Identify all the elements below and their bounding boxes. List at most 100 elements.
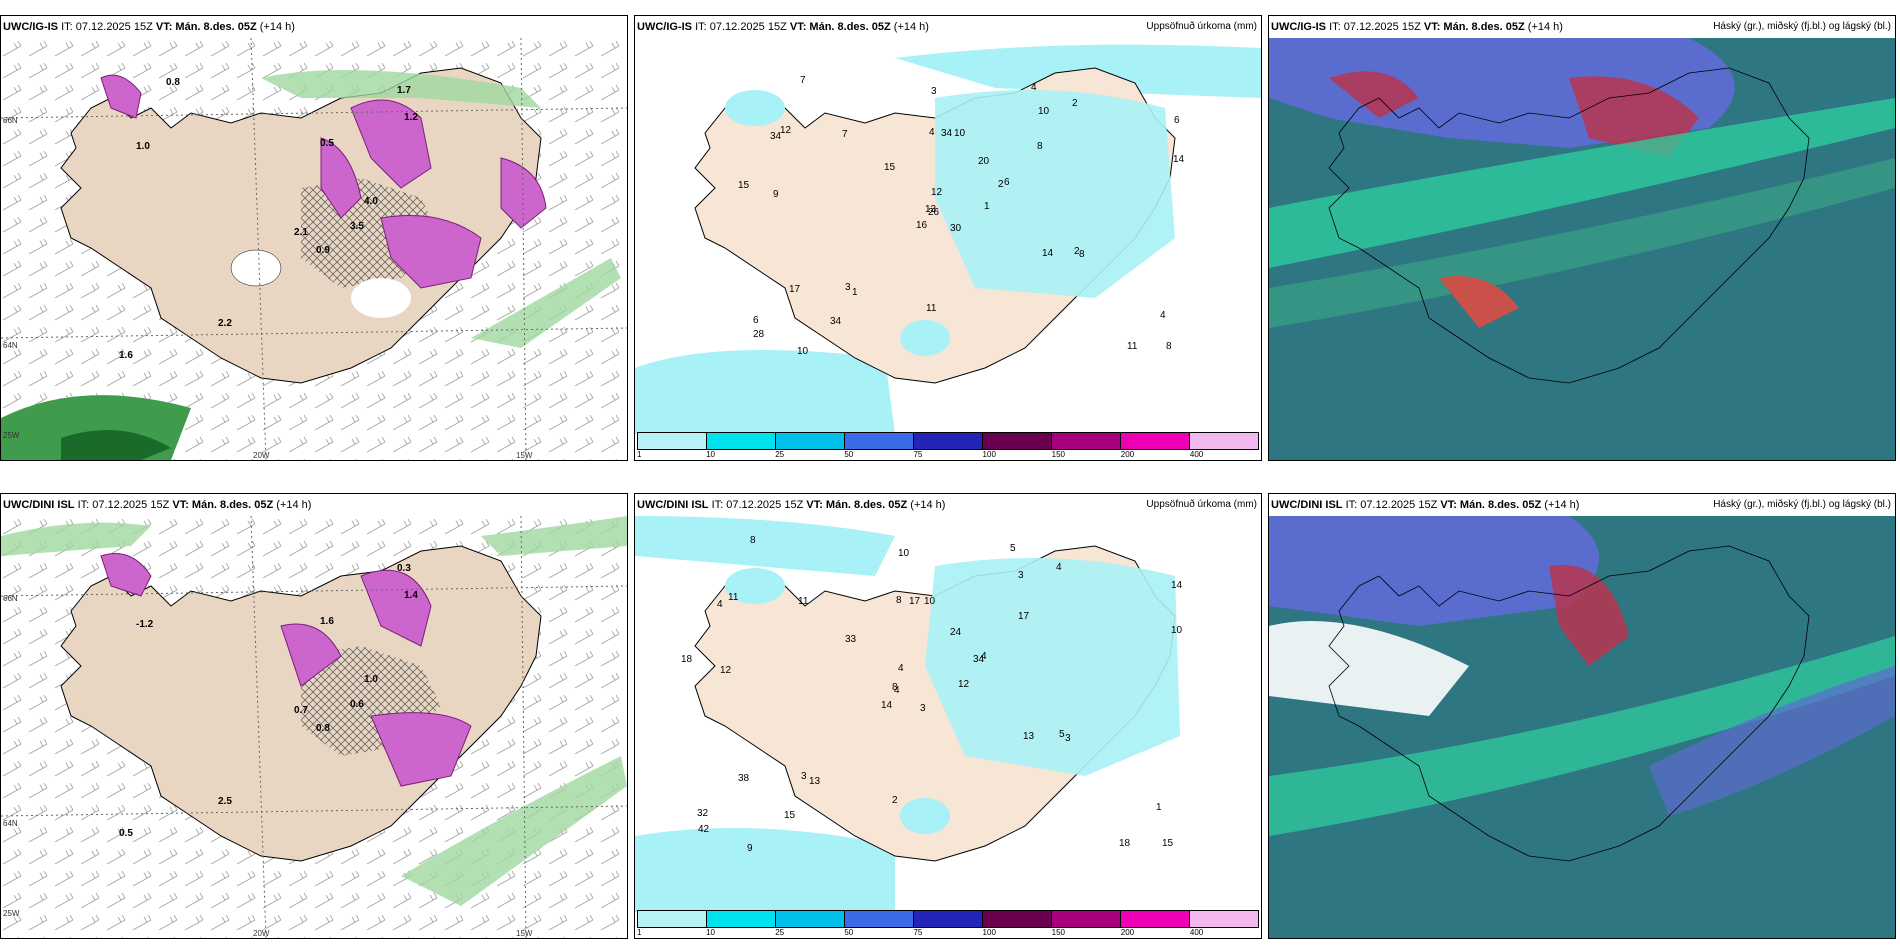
legend-tick: 100 [982,928,996,937]
lat-tick-64n: 64N [3,341,18,350]
valid-time: VT: Mán. 8.des. 05Z [1423,21,1525,33]
lon-tick-15w: 15W [516,929,533,938]
legend-tick: 150 [1051,928,1066,937]
map-value-label: 0.3 [397,563,411,574]
map-value-label: 4 [1056,562,1062,573]
precip-legend: 1 10 25 50 75 100 150 200 400 [637,432,1259,459]
legend-swatch [638,911,707,927]
map-value-label: 18 [681,654,693,665]
map-value-label: 34 [973,654,985,665]
model-label: UWC/IG-IS [637,21,692,33]
map-value-label: 11 [798,596,809,607]
map-value-label: 8 [1166,341,1172,352]
map-value-label: 3 [920,703,926,714]
map-value-label: 2 [892,795,898,806]
map-value-label: 3 [931,86,937,97]
panel-header: UWC/DINI ISL IT: 07.12.2025 15Z VT: Mán.… [1,494,627,516]
map-value-label: 10 [797,346,809,357]
precip-map: 3034266214101017896168104201715283434681… [635,38,1261,434]
map-value-label: 8 [1079,249,1085,260]
panel-header: UWC/IG-IS IT: 07.12.2025 15Z VT: Mán. 8.… [635,16,1261,38]
valid-time: VT: Mán. 8.des. 05Z [172,499,274,511]
cloud-map [1269,516,1895,938]
map-value-label: 4 [1031,82,1037,93]
legend-swatch [1052,433,1121,449]
legend-swatch [1121,433,1190,449]
map-value-label: 17 [789,284,801,295]
wind-map: 20W 15W 66N 64N 25W 0.9 1.0 2.1 1.6 4.0 2.2 1.… [1,38,627,460]
map-value-label: 38 [738,773,750,784]
map-value-label: -1.2 [136,619,154,630]
map-value-label: 3 [1065,733,1071,744]
map-value-label: 8 [896,595,902,606]
legend-tick: 400 [1189,450,1204,459]
legend-tick: 1 [637,928,642,937]
map-value-label: 13 [1023,731,1035,742]
lead-time: (+14 h) [276,499,312,511]
precip-legend: 1 10 25 50 75 100 150 200 400 [637,910,1259,937]
wind-map-panel-top: UWC/IG-IS IT: 07.12.2025 15Z VT: Mán. 8.… [0,15,628,461]
map-value-label: 26 [928,207,940,218]
map-value-label: 13 [809,776,821,787]
map-value-label: 3 [1018,570,1024,581]
map-value-label: 0.7 [294,705,308,716]
lead-time: (+14 h) [910,499,946,511]
map-value-label: 10 [898,548,910,559]
lat-tick-25w: 25W [3,431,20,440]
map-value-label: 4 [1160,310,1166,321]
precip-map-panel-top: UWC/IG-IS IT: 07.12.2025 15Z VT: Mán. 8.… [634,15,1262,461]
map-value-label: 17 [1018,611,1030,622]
map-value-label: 4 [981,651,987,662]
map-value-label: 6 [753,315,759,326]
map-value-label: 28 [753,329,765,340]
map-value-label: 34 [830,316,842,327]
legend-tick: 10 [706,928,716,937]
legend-tick: 75 [913,928,923,937]
map-value-label: 1.6 [119,350,133,361]
map-value-label: 2 [1074,246,1080,257]
precip-top-labels: 3034266214101017896168104201715283434681… [738,75,1185,357]
map-value-label: 10 [1171,625,1183,636]
legend-swatch [638,433,707,449]
map-value-label: 7 [800,75,806,86]
map-value-label: 4 [717,599,723,610]
map-value-label: 1.0 [136,141,150,152]
init-time: IT: 07.12.2025 15Z [711,499,804,511]
map-value-label: 15 [884,162,896,173]
legend-swatch [776,911,845,927]
cloud-map [1269,38,1895,460]
map-value-label: 1 [984,201,990,212]
map-value-label: 11 [926,303,937,314]
map-value-label: 1.4 [404,590,418,601]
legend-swatch [776,433,845,449]
cloud-map-panel-bottom: UWC/DINI ISL IT: 07.12.2025 15Z VT: Mán.… [1268,493,1896,939]
map-value-label: 30 [950,223,962,234]
init-time: IT: 07.12.2025 15Z [77,499,170,511]
wind-map-panel-bottom: UWC/DINI ISL IT: 07.12.2025 15Z VT: Mán.… [0,493,628,939]
map-value-label: 3 [801,771,807,782]
panel-title: Háský (gr.), miðský (fj.bl.) og lágský (… [1713,499,1891,510]
legend-tick: 50 [844,450,854,459]
lon-tick-20w: 20W [253,929,270,938]
init-time: IT: 07.12.2025 15Z [695,21,787,33]
init-time: IT: 07.12.2025 15Z [61,21,153,33]
lon-tick-15w: 15W [516,451,533,460]
lead-time: (+14 h) [259,21,295,33]
map-value-label: 2.2 [218,318,232,329]
map-value-label: 0.6 [350,699,364,710]
lead-time: (+14 h) [1544,499,1580,511]
map-value-label: 17 [909,596,921,607]
map-value-label: 7 [842,129,848,140]
model-label: UWC/DINI ISL [3,499,75,511]
wind-map: 20W 15W 66N 64N 25W 0.8-1.20.70.51.02.50… [1,516,627,938]
iceland-outline [1328,67,1810,384]
legend-tick: 10 [706,450,716,459]
legend-swatch [845,911,914,927]
map-value-label: 0.5 [119,828,133,839]
map-value-label: 15 [738,180,750,191]
map-value-label: 1.2 [404,112,418,123]
legend-tick: 50 [844,928,854,937]
legend-tick: 25 [775,450,785,459]
map-value-label: 8 [892,682,898,693]
map-value-label: 33 [845,634,857,645]
